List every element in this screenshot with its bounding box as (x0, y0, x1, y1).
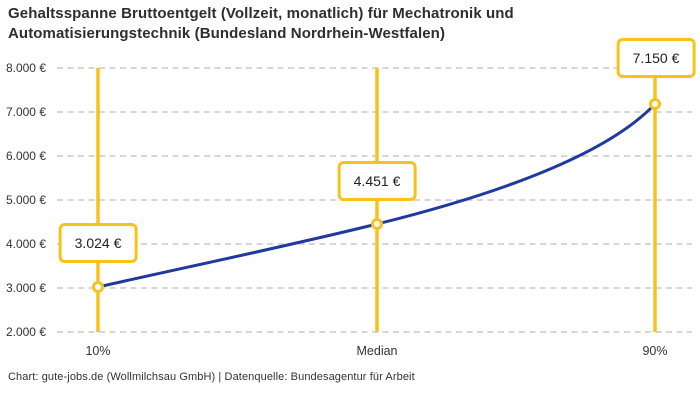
attribution: Chart: gute-jobs.de (Wollmilchsau GmbH) … (8, 371, 415, 383)
value-label-90pct: 7.150 € (616, 38, 696, 78)
y-axis-label: 8.000 € (5, 61, 46, 75)
value-label-10pct: 3.024 € (58, 223, 138, 263)
chart-title-line2: Automatisierungstechnik (Bundesland Nord… (8, 25, 446, 42)
x-axis-label-90pct: 90% (642, 344, 668, 358)
data-point-10pct[interactable] (92, 281, 104, 293)
value-label-median: 4.451 € (337, 161, 417, 201)
data-point-90pct[interactable] (649, 98, 661, 110)
y-axis-label: 2.000 € (5, 325, 46, 339)
y-axis-label: 4.000 € (5, 237, 46, 251)
chart-title: Gehaltsspanne Bruttoentgelt (Vollzeit, m… (8, 4, 648, 44)
y-axis-label: 7.000 € (5, 105, 46, 119)
data-point-median[interactable] (371, 218, 383, 230)
y-axis-label: 6.000 € (5, 149, 46, 163)
x-axis-label-median: Median (356, 344, 398, 358)
x-axis-label-10pct: 10% (85, 344, 111, 358)
chart-title-line1: Gehaltsspanne Bruttoentgelt (Vollzeit, m… (8, 5, 514, 22)
y-axis-label: 3.000 € (5, 281, 46, 295)
y-axis-label: 5.000 € (5, 193, 46, 207)
